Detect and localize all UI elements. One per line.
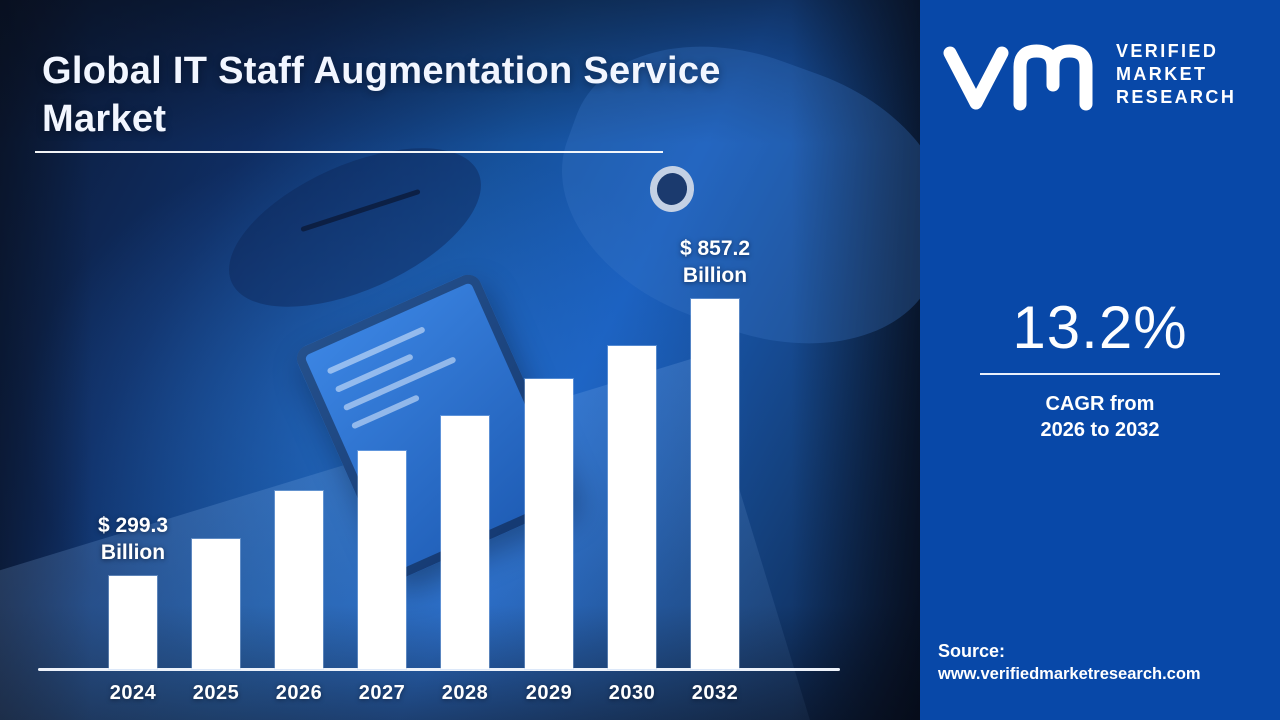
brand-line: RESEARCH: [1116, 87, 1237, 107]
cagr-caption: CAGR from 2026 to 2032: [920, 391, 1280, 443]
page-title: Global IT Staff Augmentation Service Mar…: [42, 50, 721, 140]
bar-2024: [109, 576, 157, 669]
brand-line: MARKET: [1116, 64, 1208, 84]
x-axis: [38, 668, 840, 671]
axis-label-2030: 2030: [608, 682, 656, 704]
bar-chart: 2024 2025 2026 2027 2028 2029 2030 2032 $ 299.3 B…: [38, 237, 840, 704]
bar-2029: [525, 379, 573, 669]
bar-2027: [358, 451, 406, 669]
side-panel: VERIFIED MARKET RESEARCH ® 13.2% CAGR fr…: [920, 0, 1280, 720]
value-label-2032: $ 857.2 Billion: [679, 237, 751, 287]
axis-label-2024: 2024: [109, 682, 157, 704]
axis-label-2026: 2026: [275, 682, 323, 704]
cagr-value: 13.2%: [1012, 294, 1188, 361]
brand-line: VERIFIED: [1116, 41, 1219, 61]
cagr-caption-line1: CAGR from: [1045, 393, 1155, 415]
bar-2032: [691, 299, 739, 669]
cagr-block: 13.2% CAGR from 2026 to 2032: [920, 296, 1280, 443]
bar-2025: [192, 539, 240, 669]
bar-2026: [275, 491, 323, 669]
axis-label-2028: 2028: [441, 682, 489, 704]
source-url: www.verifiedmarketresearch.com: [938, 665, 1201, 683]
axis-label-2032: 2032: [691, 682, 739, 704]
source-block: Source: www.verifiedmarketresearch.com: [938, 640, 1201, 686]
axis-label-2027: 2027: [358, 682, 406, 704]
brand-name: VERIFIED MARKET RESEARCH ®: [1116, 40, 1236, 109]
title-underline: [35, 151, 663, 153]
vmr-logo-icon: [943, 44, 1093, 111]
brand-logo: VERIFIED MARKET RESEARCH ®: [942, 36, 1262, 116]
bar-2030: [608, 346, 656, 669]
axis-label-2029: 2029: [525, 682, 573, 704]
cagr-divider: [980, 373, 1220, 375]
axis-label-2025: 2025: [192, 682, 240, 704]
bar-2028: [441, 416, 489, 669]
value-label-2024: $ 299.3 Billion: [97, 514, 169, 564]
source-label: Source:: [938, 641, 1006, 661]
cagr-caption-line2: 2026 to 2032: [1040, 419, 1160, 441]
background-photo: Global IT Staff Augmentation Service Mar…: [0, 0, 920, 720]
